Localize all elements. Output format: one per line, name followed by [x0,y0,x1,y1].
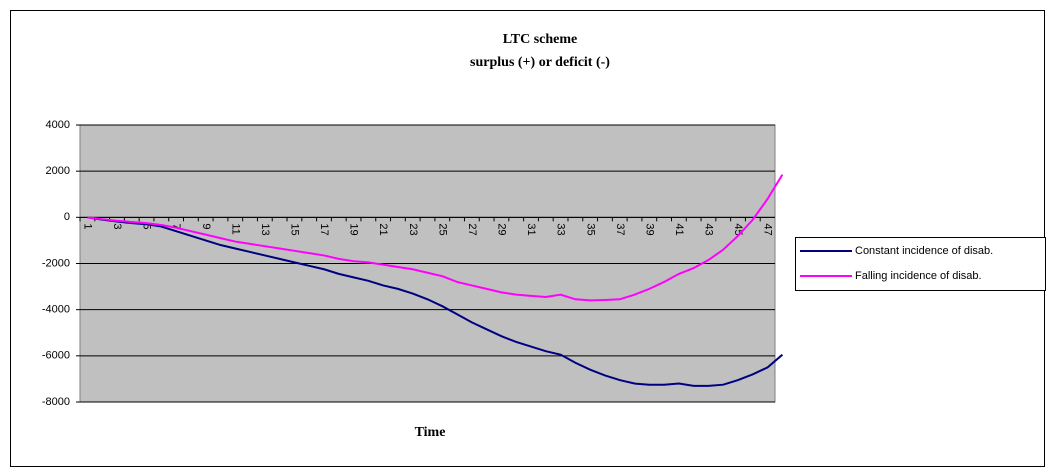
legend-box [795,237,1046,291]
x-tick-label: 41 [673,223,685,235]
y-tick-label: 4000 [46,119,70,131]
y-tick-label: -2000 [42,257,70,269]
x-tick-label: 11 [229,223,241,234]
x-tick-label: 7 [170,223,182,229]
x-tick-label: 3 [111,223,123,229]
x-tick-label: 1 [81,223,93,229]
x-tick-label: 25 [436,223,448,235]
series-line [87,174,784,302]
x-tick-label: 9 [200,223,212,229]
x-tick-label: 5 [141,223,153,229]
x-tick-label: 37 [614,223,626,235]
x-tick-label: 35 [584,223,596,235]
chart-title: LTC scheme [503,32,578,47]
y-tick-label: -8000 [42,396,70,408]
y-tick-label: -4000 [42,304,70,316]
y-tick-label: -6000 [42,350,70,362]
y-tick-label: 2000 [46,165,70,177]
x-tick-label: 47 [762,223,774,235]
x-tick-label: 45 [732,223,744,235]
x-axis-label: Time [415,425,446,440]
x-tick-label: 39 [643,223,655,235]
x-tick-label: 43 [703,223,715,235]
x-tick-label: 21 [377,223,389,235]
x-tick-label: 29 [496,223,508,235]
chart-subtitle: surplus (+) or deficit (-) [470,55,610,70]
series-line [87,216,784,387]
x-tick-label: 33 [555,223,567,235]
x-tick-label: 31 [525,223,537,235]
x-tick-label: 13 [259,223,271,235]
x-tick-label: 19 [348,223,360,235]
y-tick-label: 0 [64,211,70,223]
x-tick-label: 15 [289,223,301,235]
legend-label: Constant incidence of disab. [855,245,993,257]
x-tick-label: 27 [466,223,478,235]
x-tick-label: 23 [407,223,419,235]
x-tick-label: 17 [318,223,330,235]
legend-label: Falling incidence of disab. [855,270,982,282]
